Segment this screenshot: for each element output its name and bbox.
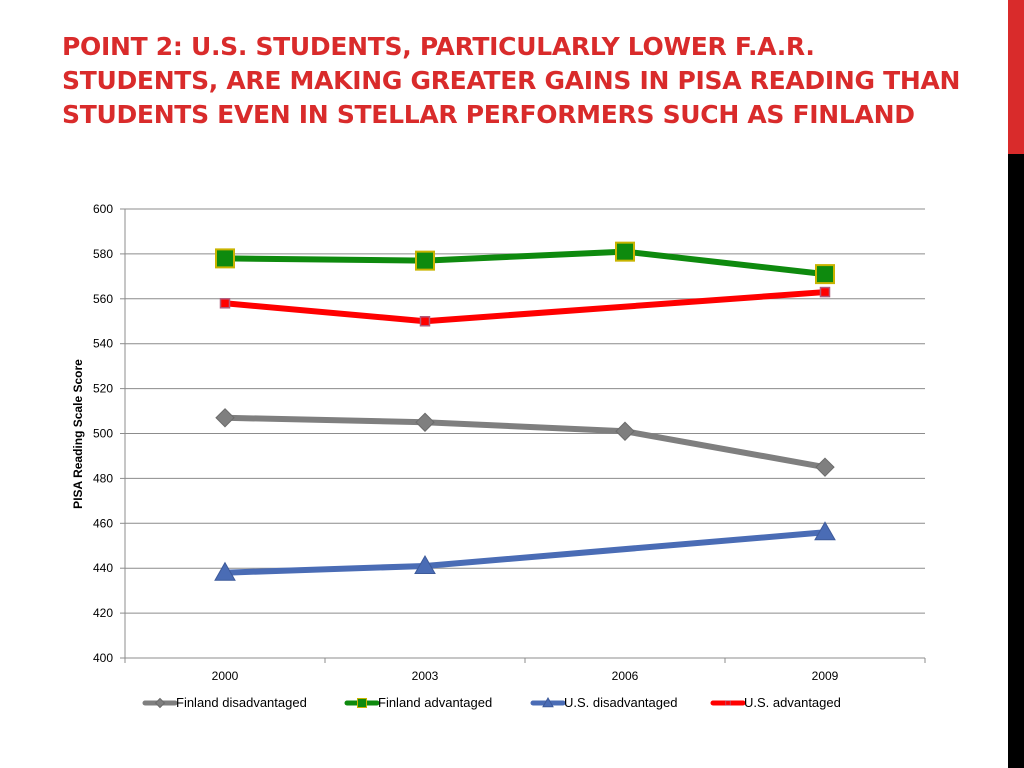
slide-title: POINT 2: U.S. STUDENTS, PARTICULARLY LOW… xyxy=(62,32,961,129)
legend-item: U.S. advantaged xyxy=(710,695,841,710)
triangle-marker xyxy=(214,561,236,581)
series-u-s-advantaged xyxy=(219,286,831,327)
legend: Finland disadvantaged Finland advantaged U… xyxy=(142,695,841,710)
series-line xyxy=(222,248,828,278)
accent-bar-red xyxy=(1008,0,1024,154)
diamond-marker xyxy=(815,457,835,477)
y-tick-label: 460 xyxy=(93,516,113,530)
y-tick-label: 500 xyxy=(93,427,113,441)
x-tick-label: 2003 xyxy=(412,669,439,683)
diamond-marker xyxy=(215,408,235,428)
y-tick-label: 400 xyxy=(93,651,113,665)
y-tick-label: 560 xyxy=(93,292,113,306)
square-marker xyxy=(819,286,831,298)
axes xyxy=(120,208,926,663)
legend-label: U.S. advantaged xyxy=(744,695,841,710)
square-marker xyxy=(357,698,367,708)
square-marker xyxy=(419,316,431,327)
square-marker xyxy=(219,298,231,309)
series-finland-advantaged xyxy=(215,241,835,285)
series-finland-disadvantaged xyxy=(215,408,835,477)
diamond-marker xyxy=(415,412,435,432)
series-line xyxy=(222,529,828,576)
legend-label: U.S. disadvantaged xyxy=(564,695,677,710)
x-tick-label: 2006 xyxy=(612,669,639,683)
triangle-marker xyxy=(542,696,554,708)
x-tick-label: 2000 xyxy=(212,669,239,683)
y-tick-label: 480 xyxy=(93,471,113,485)
y-tick-labels: 400 420 440 460 480 500 520 540 560 580 600 xyxy=(93,202,113,665)
y-tick-label: 580 xyxy=(93,247,113,261)
series-u-s-disadvantaged xyxy=(214,521,836,581)
legend-item: Finland disadvantaged xyxy=(142,695,307,710)
series-line xyxy=(222,414,828,471)
y-tick-label: 540 xyxy=(93,337,113,351)
y-tick-label: 600 xyxy=(93,202,113,216)
legend-item: Finland advantaged xyxy=(344,695,492,710)
triangle-marker xyxy=(414,554,436,574)
square-marker xyxy=(415,250,435,271)
square-marker xyxy=(615,241,635,262)
diamond-marker xyxy=(154,697,166,709)
legend-item: U.S. disadvantaged xyxy=(530,695,677,710)
accent-bar-black xyxy=(1008,154,1024,768)
diamond-marker xyxy=(615,421,635,441)
triangle-marker xyxy=(814,521,836,541)
legend-label: Finland advantaged xyxy=(378,695,492,710)
square-marker xyxy=(725,700,731,706)
legend-label: Finland disadvantaged xyxy=(176,695,307,710)
y-tick-label: 440 xyxy=(93,561,113,575)
y-tick-label: 420 xyxy=(93,606,113,620)
x-tick-label: 2009 xyxy=(812,669,839,683)
y-axis-label: PISA Reading Scale Score xyxy=(71,359,85,509)
gridlines xyxy=(125,208,925,659)
square-marker xyxy=(815,264,835,285)
x-tick-labels: 2000 2003 2006 2009 xyxy=(212,669,839,683)
y-tick-label: 520 xyxy=(93,382,113,396)
square-marker xyxy=(215,248,235,269)
series-line xyxy=(222,289,828,325)
series-lines xyxy=(214,241,836,581)
